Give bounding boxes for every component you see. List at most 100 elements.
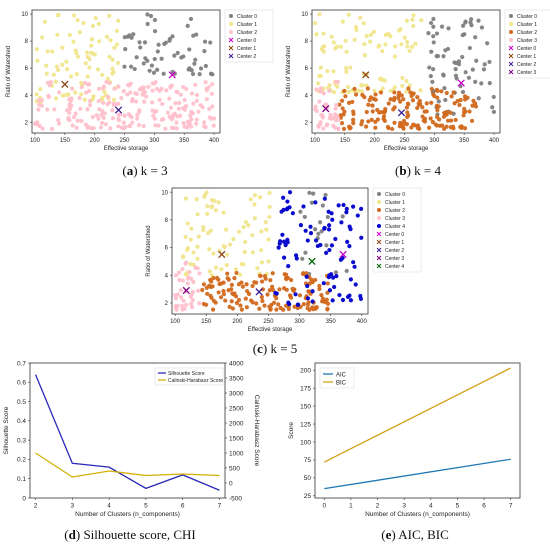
data-point bbox=[79, 85, 84, 90]
data-point bbox=[90, 114, 95, 120]
data-point bbox=[56, 121, 62, 126]
data-point bbox=[250, 283, 255, 289]
data-point bbox=[224, 263, 229, 268]
y-tick-label: 2 bbox=[305, 120, 309, 126]
data-point bbox=[239, 307, 244, 312]
data-point bbox=[404, 105, 410, 110]
data-point bbox=[474, 58, 479, 63]
data-point bbox=[60, 93, 65, 98]
data-point bbox=[205, 211, 210, 216]
plot-frame bbox=[314, 362, 521, 499]
data-point bbox=[487, 81, 492, 86]
data-point bbox=[317, 283, 322, 288]
data-point bbox=[236, 282, 242, 287]
data-point bbox=[205, 291, 210, 296]
data-point bbox=[185, 281, 191, 286]
data-point bbox=[198, 66, 204, 71]
legend-label: Center 0 bbox=[385, 232, 404, 238]
data-point bbox=[258, 273, 263, 279]
y2-tick-label: 500 bbox=[229, 465, 240, 472]
data-point bbox=[305, 238, 310, 243]
data-point bbox=[143, 94, 149, 99]
data-point bbox=[196, 109, 201, 114]
data-point bbox=[404, 18, 409, 23]
center-marker-stroke bbox=[362, 71, 370, 79]
data-point bbox=[326, 275, 331, 280]
y2-tick-label: 2000 bbox=[229, 420, 244, 427]
y2-tick-label: 2500 bbox=[229, 405, 244, 412]
x-axis-label: Number of Clusters (n_components) bbox=[75, 511, 180, 518]
legend-label: AIC bbox=[336, 372, 347, 378]
data-point bbox=[270, 271, 275, 276]
data-point bbox=[210, 204, 215, 209]
y2-tick-label: 3000 bbox=[229, 390, 244, 397]
center-marker bbox=[114, 106, 123, 114]
data-point bbox=[466, 75, 472, 80]
data-point bbox=[96, 86, 101, 91]
data-point bbox=[292, 304, 297, 309]
data-point bbox=[163, 126, 168, 131]
x-tick-label: 100 bbox=[170, 319, 181, 325]
data-point bbox=[461, 110, 467, 115]
data-point bbox=[281, 207, 286, 212]
data-point bbox=[196, 234, 201, 239]
data-point bbox=[259, 229, 264, 234]
data-point bbox=[189, 91, 195, 96]
x-tick-label: 250 bbox=[120, 138, 131, 144]
center-marker-stroke bbox=[255, 288, 263, 296]
data-point bbox=[112, 86, 117, 91]
x-tick-label: 3 bbox=[402, 503, 406, 510]
data-point bbox=[178, 288, 183, 293]
data-point bbox=[250, 233, 255, 238]
data-point bbox=[94, 113, 99, 118]
data-point bbox=[195, 212, 200, 217]
data-point bbox=[426, 31, 431, 36]
data-point bbox=[107, 13, 112, 18]
data-point bbox=[83, 61, 88, 66]
data-point bbox=[195, 256, 200, 261]
data-point bbox=[428, 20, 434, 26]
center-marker bbox=[339, 250, 347, 259]
data-point bbox=[229, 282, 235, 288]
data-point bbox=[269, 302, 274, 307]
data-point bbox=[44, 71, 49, 76]
data-point bbox=[56, 117, 61, 123]
data-point bbox=[422, 109, 427, 114]
data-point bbox=[358, 296, 364, 301]
data-point bbox=[137, 87, 142, 92]
data-point bbox=[100, 96, 105, 101]
data-point bbox=[434, 103, 439, 109]
data-point bbox=[71, 39, 76, 44]
data-point bbox=[111, 70, 116, 75]
data-point bbox=[270, 287, 276, 293]
data-point bbox=[74, 72, 79, 77]
data-point bbox=[336, 117, 341, 122]
legend-marker-stroke bbox=[376, 231, 382, 237]
data-point bbox=[310, 299, 315, 304]
y-tick-label: 6 bbox=[25, 66, 29, 72]
data-point bbox=[96, 116, 101, 121]
data-point bbox=[159, 56, 164, 61]
data-point bbox=[331, 40, 336, 45]
data-point bbox=[70, 86, 75, 91]
data-point bbox=[274, 307, 279, 312]
data-point bbox=[364, 34, 369, 39]
data-point bbox=[282, 255, 287, 260]
data-point bbox=[441, 72, 446, 77]
data-point bbox=[404, 39, 410, 45]
data-point bbox=[370, 103, 375, 108]
data-point bbox=[319, 293, 324, 298]
data-point bbox=[335, 79, 341, 85]
data-point bbox=[252, 280, 257, 285]
data-point bbox=[192, 61, 197, 66]
data-point bbox=[204, 88, 209, 93]
data-point bbox=[127, 123, 132, 129]
data-point bbox=[350, 99, 355, 105]
y-tick-label: 150 bbox=[300, 403, 311, 410]
data-point bbox=[179, 295, 184, 300]
data-point bbox=[456, 62, 462, 67]
data-point bbox=[147, 68, 152, 73]
x-tick-label: 6 bbox=[181, 503, 185, 510]
cluster-points-4 bbox=[273, 190, 364, 307]
data-point bbox=[345, 239, 350, 244]
